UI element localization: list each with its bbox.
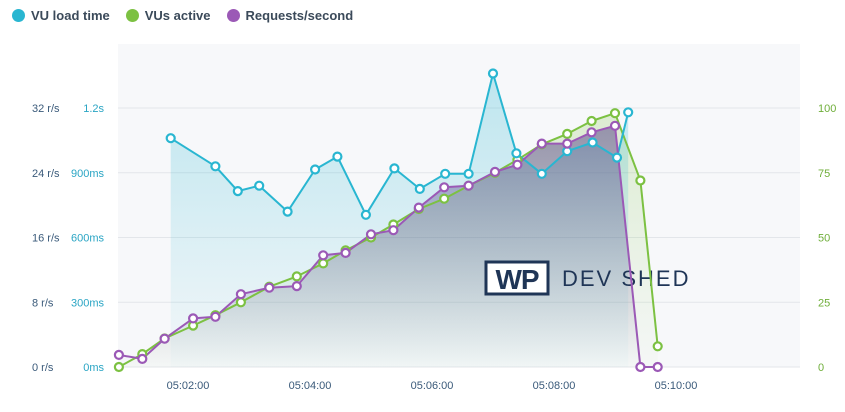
legend: VU load time VUs active Requests/second [12, 8, 353, 23]
data-point [439, 182, 450, 193]
data-point [210, 311, 221, 322]
data-point [587, 137, 598, 148]
data-point [536, 138, 547, 149]
data-point [611, 152, 623, 163]
watermark-logo: WP [484, 260, 550, 296]
data-point [489, 166, 501, 177]
data-point [635, 361, 646, 373]
data-point [365, 229, 377, 240]
x-tick-label: 05:02:00 [167, 380, 210, 392]
data-point [414, 183, 425, 194]
data-point [137, 353, 148, 364]
legend-dot-icon [12, 9, 25, 22]
y-tick-label-vus: 75 [818, 168, 830, 180]
data-point [235, 297, 246, 308]
data-point [232, 186, 243, 197]
data-point [439, 193, 450, 204]
data-point [159, 333, 170, 344]
legend-label: VU load time [31, 8, 110, 23]
data-point [562, 138, 573, 149]
data-point [512, 159, 523, 170]
series-area [118, 125, 658, 367]
data-point [487, 68, 499, 79]
data-point [586, 127, 597, 138]
y-tick-label-vus: 25 [818, 297, 830, 309]
data-point [536, 168, 547, 179]
x-tick-label: 05:06:00 [411, 380, 454, 392]
data-point [463, 168, 474, 179]
data-point [113, 349, 125, 360]
legend-dot-icon [226, 9, 240, 22]
y-tick-label-requests: 16 r/s [32, 233, 60, 245]
y-tick-label-vus: 50 [818, 233, 830, 245]
legend-item[interactable]: VU load time [12, 8, 110, 23]
legend-dot-icon [125, 9, 139, 22]
data-point [282, 206, 293, 217]
y-tick-label-vus: 100 [818, 103, 836, 115]
y-tick-label-load-time: 1.2s [83, 103, 104, 115]
data-point [340, 247, 351, 258]
data-point [586, 115, 597, 127]
data-point [291, 281, 302, 292]
data-point [165, 133, 176, 144]
data-point [360, 209, 371, 220]
data-point [463, 180, 474, 191]
data-point [609, 120, 621, 131]
y-tick-label-requests: 32 r/s [32, 103, 60, 115]
y-tick-label-requests: 24 r/s [32, 168, 60, 180]
data-point [210, 161, 221, 172]
data-point [652, 361, 663, 373]
legend-item[interactable]: Requests/second [226, 8, 354, 23]
data-point [609, 108, 621, 119]
data-point [318, 250, 329, 261]
watermark-text: DEV SHED [562, 266, 690, 291]
x-tick-label: 05:04:00 [289, 380, 332, 392]
data-point [652, 341, 663, 352]
data-point [635, 175, 646, 186]
data-point [291, 271, 302, 282]
data-point [413, 202, 424, 213]
y-tick-label-requests: 0 r/s [32, 362, 54, 374]
data-point [235, 289, 246, 300]
data-point [623, 107, 634, 118]
y-tick-label-vus: 0 [818, 362, 824, 374]
x-tick-label: 05:08:00 [533, 380, 576, 392]
data-point [318, 258, 329, 269]
legend-label: Requests/second [245, 8, 354, 23]
logo-frame [484, 260, 550, 296]
data-point [264, 282, 275, 293]
data-point [440, 168, 451, 179]
legend-label: VUs active [144, 8, 211, 23]
data-point [511, 148, 522, 159]
legend-item[interactable]: VUs active [125, 8, 211, 23]
y-tick-label-load-time: 0ms [83, 362, 104, 374]
data-point [389, 163, 400, 174]
data-point [113, 361, 125, 373]
y-tick-label-load-time: 900ms [71, 168, 105, 180]
data-point [188, 313, 199, 324]
y-tick-label-requests: 8 r/s [32, 297, 54, 309]
x-tick-label: 05:10:00 [655, 380, 698, 392]
logo-letters: WP [495, 264, 538, 295]
data-point [254, 180, 265, 191]
y-tick-label-load-time: 600ms [71, 233, 105, 245]
data-point [332, 151, 343, 162]
data-point [310, 164, 321, 175]
data-point [562, 128, 573, 139]
y-tick-label-load-time: 300ms [71, 297, 105, 309]
data-point [388, 225, 399, 236]
